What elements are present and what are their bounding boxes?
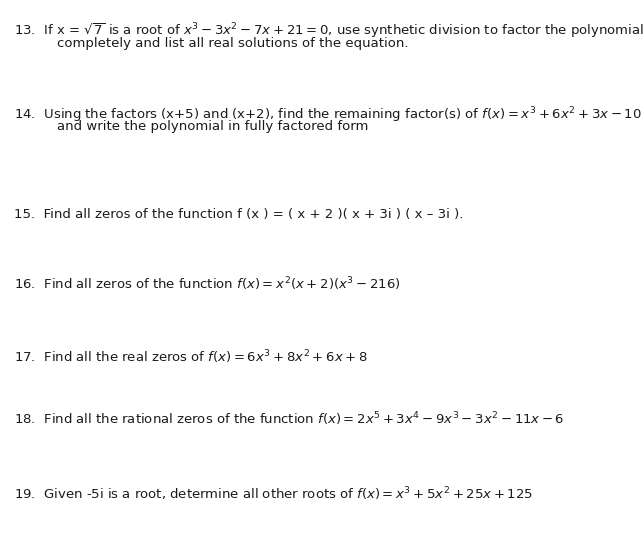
Text: completely and list all real solutions of the equation.: completely and list all real solutions o… xyxy=(57,37,408,50)
Text: 17.  Find all the real zeros of $f(x) = 6x^3 + 8x^2 + 6x + 8$: 17. Find all the real zeros of $f(x) = 6… xyxy=(14,348,368,366)
Text: 15.  Find all zeros of the function f (x ) = ( x + 2 )( x + 3i ) ( x – 3i ).: 15. Find all zeros of the function f (x … xyxy=(14,208,464,221)
Text: and write the polynomial in fully factored form: and write the polynomial in fully factor… xyxy=(57,120,368,133)
Text: 16.  Find all zeros of the function $f(x) = x^2(x + 2)(x^3 - 216)$: 16. Find all zeros of the function $f(x)… xyxy=(14,275,401,293)
Text: 14.  Using the factors (x+5) and (x+2), find the remaining factor(s) of $f(x) = : 14. Using the factors (x+5) and (x+2), f… xyxy=(14,105,642,125)
Text: 13.  If x = $\sqrt{7}$ is a root of $x^3 - 3x^2 - 7x + 21 = 0$, use synthetic di: 13. If x = $\sqrt{7}$ is a root of $x^3 … xyxy=(14,22,644,41)
Text: 19.  Given -5i is a root, determine all other roots of $f(x) = x^3 + 5x^2 + 25x : 19. Given -5i is a root, determine all o… xyxy=(14,485,533,502)
Text: 18.  Find all the rational zeros of the function $f(x) = 2x^5 + 3x^4 - 9x^3 - 3x: 18. Find all the rational zeros of the f… xyxy=(14,410,565,428)
